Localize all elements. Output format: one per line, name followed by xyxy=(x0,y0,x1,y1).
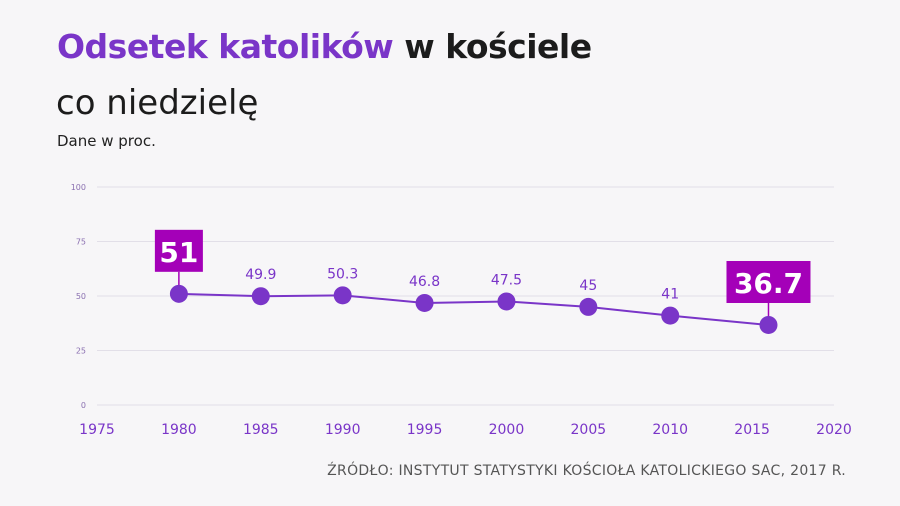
x-tick-label-2020: 2020 xyxy=(816,422,852,438)
data-point-1 xyxy=(251,287,270,306)
x-tick-label-1990: 1990 xyxy=(325,422,361,438)
data-label-4: 47.5 xyxy=(491,272,522,288)
data-label-5: 45 xyxy=(579,278,597,294)
data-point-3 xyxy=(415,293,434,312)
x-tick-label-2005: 2005 xyxy=(571,422,607,438)
data-label-3: 46.8 xyxy=(409,274,440,290)
data-point-0 xyxy=(169,284,188,303)
y-tick-label-0: 0 xyxy=(81,401,86,410)
x-tick-label-2015: 2015 xyxy=(734,422,770,438)
data-point-5 xyxy=(579,297,598,316)
data-label-6: 41 xyxy=(661,287,679,303)
data-point-2 xyxy=(333,286,352,305)
data-label-box-0 xyxy=(154,229,203,272)
data-label-7: 36.7 xyxy=(734,267,803,300)
data-point-7 xyxy=(759,315,778,334)
x-tick-label-2010: 2010 xyxy=(652,422,688,438)
data-label-2: 50.3 xyxy=(327,266,358,282)
chart-title-line2: co niedzielę xyxy=(56,83,259,123)
chart-subtitle: Dane w proc. xyxy=(57,132,156,150)
data-label-box-7 xyxy=(726,260,811,303)
x-tick-label-1995: 1995 xyxy=(407,422,443,438)
data-point-6 xyxy=(661,306,680,325)
y-tick-label-75: 75 xyxy=(76,238,86,247)
data-point-4 xyxy=(497,292,516,311)
data-label-1: 49.9 xyxy=(245,267,276,283)
x-tick-label-1980: 1980 xyxy=(161,422,197,438)
x-tick-label-1985: 1985 xyxy=(243,422,279,438)
y-tick-label-50: 50 xyxy=(76,292,86,301)
title-accent: Odsetek katolików xyxy=(57,27,394,66)
source-note: ŹRÓDŁO: INSTYTUT STATYSTYKI KOŚCIOŁA KAT… xyxy=(327,463,846,479)
y-tick-label-25: 25 xyxy=(76,347,86,356)
x-tick-label-1975: 1975 xyxy=(79,422,115,438)
title-rest: w kościele xyxy=(393,27,592,66)
data-label-0: 51 xyxy=(159,236,198,269)
chart-title: Odsetek katolików w kościele xyxy=(57,30,592,63)
y-tick-label-100: 100 xyxy=(71,183,86,192)
series-line xyxy=(178,292,769,326)
x-tick-label-2000: 2000 xyxy=(489,422,525,438)
